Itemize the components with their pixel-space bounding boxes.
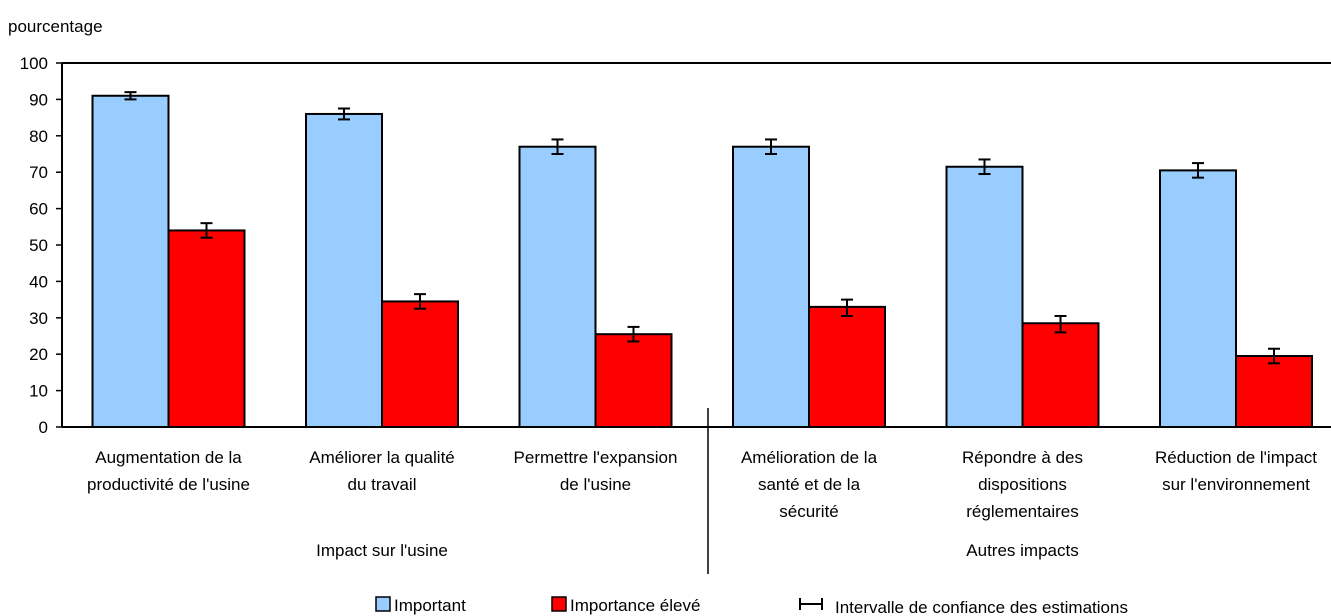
y-tick-label: 70 — [29, 163, 48, 182]
category-label: Améliorer la qualité — [309, 448, 455, 467]
legend-swatch — [375, 596, 391, 612]
bar-importance-eleve — [1235, 355, 1313, 428]
bars — [91, 94, 1313, 429]
bar-important — [732, 145, 810, 428]
group-labels: Impact sur l'usine Autres impacts — [316, 541, 1079, 560]
y-tick-label: 0 — [39, 418, 48, 437]
y-tick-label: 20 — [29, 345, 48, 364]
y-tick-label: 100 — [20, 54, 48, 73]
ci-legend-label: Intervalle de confiance des estimations — [835, 598, 1128, 616]
legend-swatch — [551, 596, 567, 612]
bar-important — [91, 94, 170, 428]
bar-importance-eleve — [808, 305, 886, 429]
category-label: réglementaires — [966, 502, 1078, 521]
group-label: Autres impacts — [966, 541, 1078, 560]
category-label: Augmentation de la — [95, 448, 242, 467]
y-axis-label: pourcentage — [8, 17, 103, 36]
category-label: productivité de l'usine — [87, 475, 250, 494]
y-tick-label: 10 — [29, 382, 48, 401]
bar-important — [945, 165, 1024, 429]
category-label: Amélioration de la — [741, 448, 878, 467]
y-tick-label: 90 — [29, 90, 48, 109]
category-label: Répondre à des — [962, 448, 1083, 467]
category-label: sécurité — [779, 502, 839, 521]
legend-label: Important — [394, 596, 466, 615]
legend: Important Importance élevé Intervalle de c… — [375, 596, 1128, 616]
legend-label: Importance élevé — [570, 596, 700, 615]
category-label: sur l'environnement — [1162, 475, 1310, 494]
error-bars — [124, 91, 1280, 365]
y-axis-ticks: 0 10 20 30 40 50 60 70 80 90 100 — [20, 54, 62, 437]
bar-important — [305, 112, 383, 429]
y-tick-label: 60 — [29, 200, 48, 219]
bar-importance-eleve — [167, 229, 246, 428]
y-tick-label: 50 — [29, 236, 48, 255]
category-label: dispositions — [978, 475, 1067, 494]
group-label: Impact sur l'usine — [316, 541, 448, 560]
bar-important — [518, 145, 597, 428]
axes — [61, 62, 1331, 574]
y-tick-label: 40 — [29, 272, 48, 291]
y-tick-label: 80 — [29, 127, 48, 146]
category-label: Permettre l'expansion — [514, 448, 678, 467]
bar-importance-eleve — [381, 300, 459, 429]
x-axis-labels: Augmentation de la productivité de l'usin… — [87, 448, 1317, 521]
bar-importance-eleve — [594, 333, 673, 428]
category-label: Réduction de l'impact — [1155, 448, 1317, 467]
category-label: de l'usine — [560, 475, 631, 494]
bar-important — [1159, 169, 1237, 428]
category-label: santé et de la — [758, 475, 861, 494]
category-label: du travail — [348, 475, 417, 494]
bar-importance-eleve — [1021, 322, 1100, 429]
y-tick-label: 30 — [29, 309, 48, 328]
